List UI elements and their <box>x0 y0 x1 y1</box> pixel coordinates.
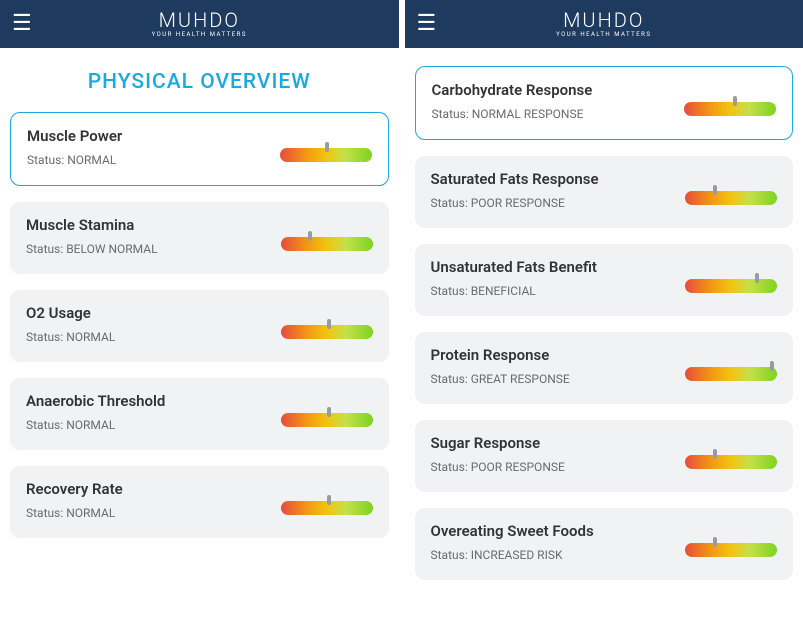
card-status: Status: GREAT RESPONSE <box>431 372 674 386</box>
brand-logo: MUHDO YOUR HEALTH MATTERS <box>12 10 387 38</box>
card-text: Recovery Rate Status: NORMAL <box>26 480 269 520</box>
gauge <box>685 279 777 293</box>
gauge-marker <box>770 361 774 371</box>
card-text: Sugar Response Status: POOR RESPONSE <box>431 434 674 474</box>
gauge-marker <box>713 185 717 195</box>
gauge <box>684 102 776 116</box>
gauge-bar <box>685 455 777 469</box>
card-text: Muscle Stamina Status: BELOW NORMAL <box>26 216 269 256</box>
gauge <box>281 237 373 251</box>
gauge <box>685 543 777 557</box>
gauge-marker <box>327 495 331 505</box>
card-sugar-response[interactable]: Sugar Response Status: POOR RESPONSE <box>415 420 794 492</box>
card-title: Overeating Sweet Foods <box>431 522 674 540</box>
gauge <box>281 501 373 515</box>
card-protein-response[interactable]: Protein Response Status: GREAT RESPONSE <box>415 332 794 404</box>
card-status: Status: POOR RESPONSE <box>431 460 674 474</box>
card-status: Status: INCREASED RISK <box>431 548 674 562</box>
card-text: Overeating Sweet Foods Status: INCREASED… <box>431 522 674 562</box>
card-text: Muscle Power Status: NORMAL <box>27 127 268 167</box>
card-title: Muscle Power <box>27 127 268 145</box>
gauge-bar <box>281 237 373 251</box>
card-text: Protein Response Status: GREAT RESPONSE <box>431 346 674 386</box>
card-status: Status: NORMAL <box>26 330 269 344</box>
card-unsaturated-fats-benefit[interactable]: Unsaturated Fats Benefit Status: BENEFIC… <box>415 244 794 316</box>
gauge-marker <box>733 96 737 106</box>
card-carbohydrate-response[interactable]: Carbohydrate Response Status: NORMAL RES… <box>415 66 794 140</box>
menu-icon[interactable]: ☰ <box>12 13 32 35</box>
gauge <box>280 148 372 162</box>
card-text: O2 Usage Status: NORMAL <box>26 304 269 344</box>
gauge-bar <box>685 191 777 205</box>
card-title: Recovery Rate <box>26 480 269 498</box>
card-title: Saturated Fats Response <box>431 170 674 188</box>
gauge-marker <box>325 142 329 152</box>
gauge-marker <box>308 231 312 241</box>
card-muscle-stamina[interactable]: Muscle Stamina Status: BELOW NORMAL <box>10 202 389 274</box>
gauge-bar <box>685 279 777 293</box>
gauge <box>685 455 777 469</box>
gauge-bar <box>685 543 777 557</box>
card-status: Status: POOR RESPONSE <box>431 196 674 210</box>
card-text: Carbohydrate Response Status: NORMAL RES… <box>432 81 673 121</box>
card-status: Status: NORMAL <box>27 153 268 167</box>
gauge-bar <box>684 102 776 116</box>
gauge-marker <box>327 319 331 329</box>
app-header: ☰ MUHDO YOUR HEALTH MATTERS <box>405 0 803 48</box>
card-title: O2 Usage <box>26 304 269 322</box>
gauge <box>685 191 777 205</box>
card-o2-usage[interactable]: O2 Usage Status: NORMAL <box>10 290 389 362</box>
right-screen: ☰ MUHDO YOUR HEALTH MATTERS Carbohydrate… <box>405 0 803 641</box>
brand-tagline: YOUR HEALTH MATTERS <box>556 31 651 38</box>
card-status: Status: NORMAL <box>26 418 269 432</box>
card-title: Carbohydrate Response <box>432 81 673 99</box>
card-title: Muscle Stamina <box>26 216 269 234</box>
card-status: Status: BELOW NORMAL <box>26 242 269 256</box>
brand-name: MUHDO <box>159 10 240 30</box>
card-overeating-sweet-foods[interactable]: Overeating Sweet Foods Status: INCREASED… <box>415 508 794 580</box>
page-title: PHYSICAL OVERVIEW <box>0 48 399 112</box>
gauge <box>281 325 373 339</box>
gauge-marker <box>755 273 759 283</box>
left-screen: ☰ MUHDO YOUR HEALTH MATTERS PHYSICAL OVE… <box>0 0 399 641</box>
gauge <box>685 367 777 381</box>
menu-icon[interactable]: ☰ <box>417 13 437 35</box>
brand-logo: MUHDO YOUR HEALTH MATTERS <box>417 10 792 38</box>
card-title: Anaerobic Threshold <box>26 392 269 410</box>
gauge-bar <box>685 367 777 381</box>
card-text: Anaerobic Threshold Status: NORMAL <box>26 392 269 432</box>
gauge-marker <box>327 407 331 417</box>
card-title: Sugar Response <box>431 434 674 452</box>
card-text: Unsaturated Fats Benefit Status: BENEFIC… <box>431 258 674 298</box>
card-anaerobic-threshold[interactable]: Anaerobic Threshold Status: NORMAL <box>10 378 389 450</box>
app-header: ☰ MUHDO YOUR HEALTH MATTERS <box>0 0 399 48</box>
card-recovery-rate[interactable]: Recovery Rate Status: NORMAL <box>10 466 389 538</box>
card-title: Unsaturated Fats Benefit <box>431 258 674 276</box>
gauge <box>281 413 373 427</box>
gauge-marker <box>713 449 717 459</box>
card-title: Protein Response <box>431 346 674 364</box>
cards-list: Carbohydrate Response Status: NORMAL RES… <box>405 48 803 590</box>
brand-tagline: YOUR HEALTH MATTERS <box>152 31 247 38</box>
gauge-marker <box>713 537 717 547</box>
brand-name: MUHDO <box>563 10 644 30</box>
card-status: Status: NORMAL <box>26 506 269 520</box>
card-saturated-fats-response[interactable]: Saturated Fats Response Status: POOR RES… <box>415 156 794 228</box>
card-muscle-power[interactable]: Muscle Power Status: NORMAL <box>10 112 389 186</box>
card-text: Saturated Fats Response Status: POOR RES… <box>431 170 674 210</box>
card-status: Status: NORMAL RESPONSE <box>432 107 673 121</box>
cards-list: Muscle Power Status: NORMAL Muscle Stami… <box>0 112 399 548</box>
card-status: Status: BENEFICIAL <box>431 284 674 298</box>
